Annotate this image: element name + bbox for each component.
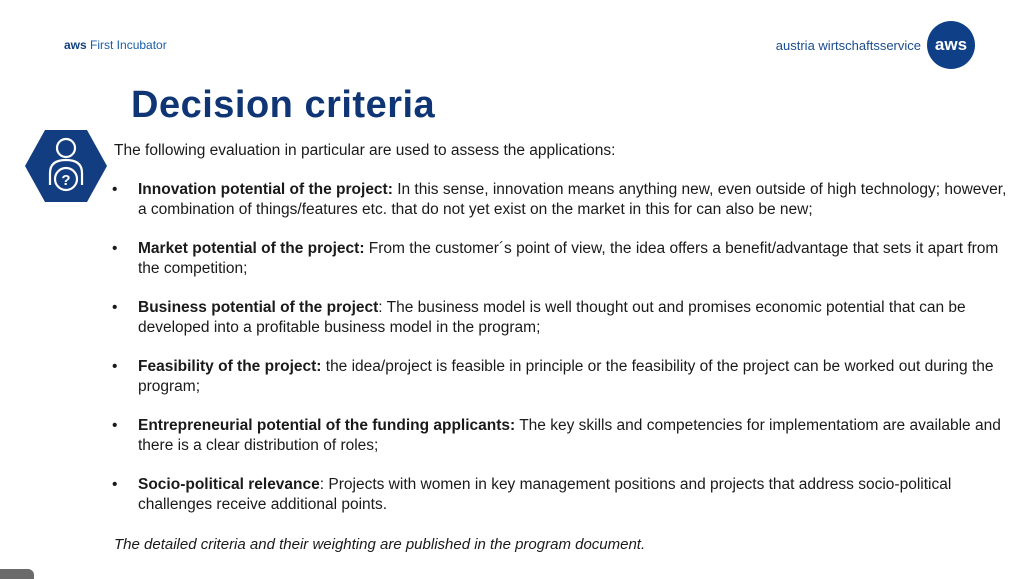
brand-first-incubator: aws First Incubator xyxy=(64,38,167,52)
aws-logo: aws xyxy=(927,21,975,69)
criterion-description: The key skills and competencies for impl… xyxy=(138,417,1001,454)
intro-text: The following evaluation in particular a… xyxy=(114,142,616,159)
criterion-description: From the customer´s point of view, the i… xyxy=(138,240,999,277)
page-title: Decision criteria xyxy=(131,84,436,126)
criterion-description: the idea/project is feasible in principl… xyxy=(138,358,994,395)
criterion-title: Socio-political relevance xyxy=(138,476,320,493)
criterion-description: In this sense, innovation means anything… xyxy=(138,181,1007,218)
brand-rest-text: First Incubator xyxy=(86,38,167,52)
slide-corner-tab[interactable] xyxy=(0,569,34,579)
criterion-business: • Business potential of the project: The… xyxy=(110,298,1010,357)
bullet-icon: • xyxy=(112,476,118,493)
criterion-description: : The business model is well thought out… xyxy=(138,299,966,336)
person-question-hexagon-icon: ? xyxy=(24,129,108,208)
bullet-icon: • xyxy=(112,417,118,434)
org-branding: austria wirtschaftsservice aws xyxy=(776,21,975,69)
criterion-socio-political: • Socio-political relevance: Projects wi… xyxy=(110,475,1010,534)
svg-text:?: ? xyxy=(61,172,70,189)
brand-bold-text: aws xyxy=(64,38,87,52)
criterion-title: Business potential of the project xyxy=(138,299,379,316)
criterion-title: Market potential of the project: xyxy=(138,240,365,257)
bullet-icon: • xyxy=(112,240,118,257)
criterion-entrepreneurial: • Entrepreneurial potential of the fundi… xyxy=(110,416,1010,475)
criterion-feasibility: • Feasibility of the project: the idea/p… xyxy=(110,357,1010,416)
criterion-title: Innovation potential of the project: xyxy=(138,181,393,198)
org-name: austria wirtschaftsservice xyxy=(775,37,921,53)
bullet-icon: • xyxy=(112,358,118,375)
footnote: The detailed criteria and their weightin… xyxy=(114,536,646,553)
criterion-market: • Market potential of the project: From … xyxy=(110,239,1010,298)
criterion-title: Feasibility of the project: xyxy=(138,358,322,375)
aws-logo-text: aws xyxy=(934,35,968,54)
criterion-description: : Projects with women in key management … xyxy=(138,476,952,513)
criteria-list: • Innovation potential of the project: I… xyxy=(110,180,1010,534)
criterion-title: Entrepreneurial potential of the funding… xyxy=(138,417,516,434)
bullet-icon: • xyxy=(112,299,118,316)
bullet-icon: • xyxy=(112,181,118,198)
criterion-innovation: • Innovation potential of the project: I… xyxy=(110,180,1010,239)
